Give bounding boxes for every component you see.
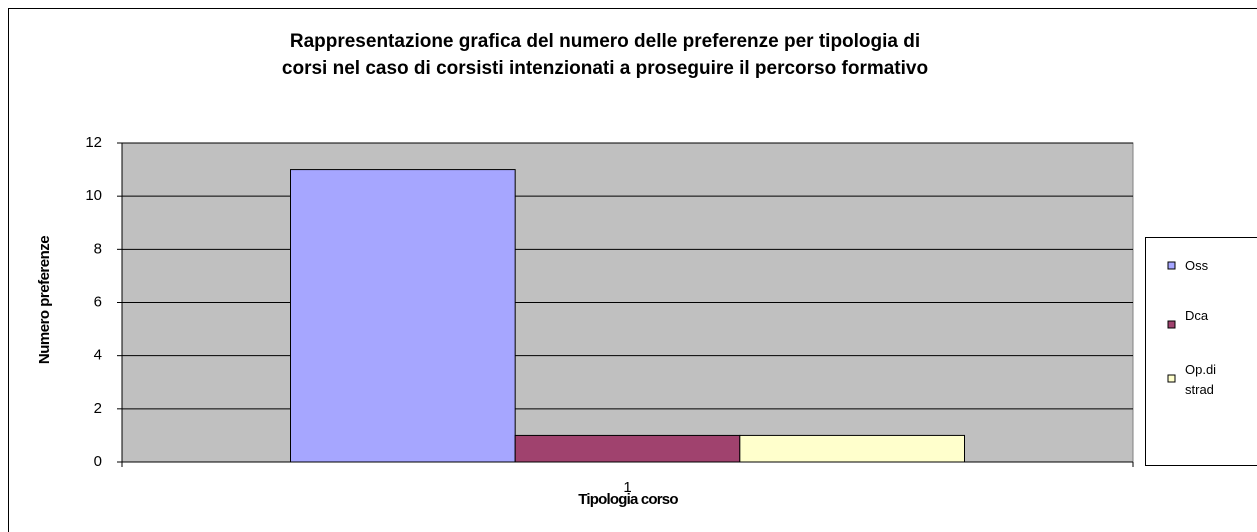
x-tick-label: 1	[623, 479, 631, 496]
legend-swatch	[1167, 261, 1176, 270]
legend-label-box: Dca	[1185, 308, 1209, 323]
x-axis-label: Tipologia corso	[578, 491, 678, 508]
y-tick-label: 6	[94, 293, 102, 310]
bar	[290, 169, 516, 463]
bar	[739, 434, 965, 463]
bar	[514, 434, 741, 463]
legend-box	[1145, 237, 1257, 466]
legend-swatch	[1167, 374, 1176, 383]
y-tick-label: 4	[94, 347, 102, 364]
chart-title: Rappresentazione grafica del numero dell…	[281, 31, 929, 79]
y-axis-label: Numero preferenze	[36, 236, 53, 364]
legend-label: Op.di strad	[1185, 362, 1217, 397]
y-tick-label: 12	[85, 134, 102, 151]
legend-label-box: Oss	[1185, 258, 1209, 273]
legend-swatch	[1167, 320, 1176, 329]
legend-label: Dca	[1185, 308, 1209, 323]
title-box: Rappresentazione grafica del numero dell…	[281, 31, 929, 79]
y-tick-label: 2	[94, 400, 102, 417]
y-tick-label: 10	[85, 187, 102, 204]
legend-label-box: Op.di strad	[1185, 362, 1217, 397]
y-tick-label: 8	[94, 240, 102, 257]
legend-label: Oss	[1185, 258, 1209, 273]
y-tick-label: 0	[94, 453, 102, 470]
